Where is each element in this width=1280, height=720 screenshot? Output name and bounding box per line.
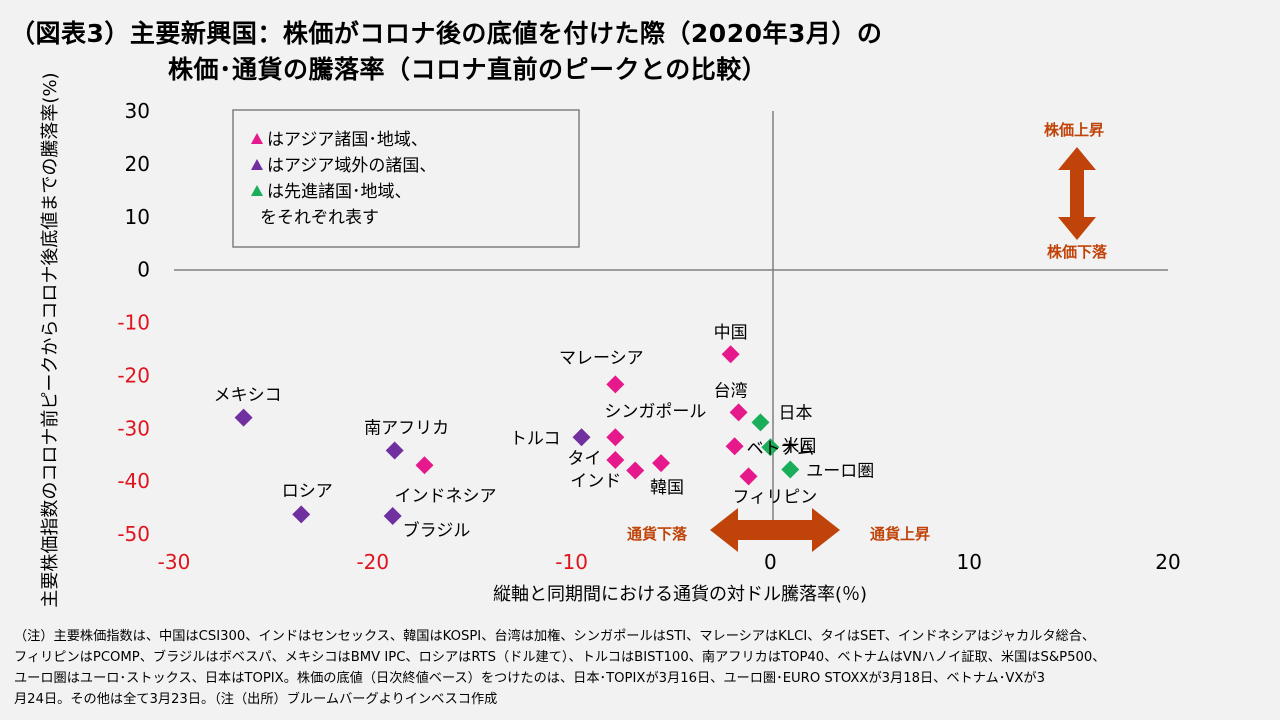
y-tick-label: 20 [125, 152, 150, 176]
legend-last-line: をそれぞれ表す [260, 208, 379, 228]
x-tick-label: 20 [1155, 550, 1180, 574]
legend-item-developed: は先進諸国･地域、 [251, 182, 412, 202]
x-tick-label: 10 [956, 550, 981, 574]
legend-text-non-asia: はアジア域外の諸国、 [267, 156, 436, 176]
y-tick-label: -40 [117, 469, 150, 493]
data-point-label: メキシコ [214, 386, 282, 406]
data-point-marker [415, 456, 434, 475]
data-point-marker [383, 507, 402, 526]
y-tick-label: 30 [125, 99, 150, 123]
data-point-label: 米国 [782, 436, 816, 456]
data-point-marker [626, 461, 645, 480]
stock-up-label: 株価上昇 [1044, 121, 1104, 139]
footnote-line-3: ユーロ圏はユーロ･ストックス、日本はTOPIX。株価の底値（日次終値ベース）をつ… [14, 671, 1045, 686]
legend-marker-non-asia [251, 159, 263, 170]
legend-marker-developed [251, 185, 263, 196]
x-tick-labels: -30 -20 -10 0 10 20 [158, 550, 1181, 574]
stock-arrow-group: 株価上昇 株価下落 [1044, 121, 1108, 261]
chart-title-line2: 株価･通貨の騰落率（コロナ直前のピークとの比較） [168, 55, 768, 84]
data-point-label: インドネシア [394, 486, 496, 506]
x-tick-label: -30 [158, 550, 191, 574]
data-point-label: マレーシア [559, 348, 644, 368]
currency-up-label: 通貨上昇 [870, 525, 930, 543]
data-point-label: ブラジル [403, 520, 471, 541]
data-point-marker [606, 450, 625, 469]
data-points [234, 345, 800, 526]
y-tick-label: -10 [117, 311, 150, 335]
y-tick-label: -20 [117, 363, 150, 387]
data-point-label: シンガポール [604, 402, 706, 422]
y-tick-label: -30 [117, 416, 150, 440]
data-point-marker [606, 428, 625, 447]
data-point-marker [729, 403, 748, 422]
legend-item-asia: はアジア諸国･地域、 [251, 130, 428, 150]
x-axis-title: 縦軸と同期間における通貨の対ドル騰落率(％) [493, 584, 867, 605]
data-point-label: ベトナム [747, 439, 815, 459]
footnote-line-4: 月24日。その他は全て3月23日。（注（出所）ブルームバーグよりインベスコ作成 [14, 692, 498, 707]
currency-arrow-group: 通貨下落 通貨上昇 [627, 508, 930, 552]
data-point-marker [652, 454, 671, 473]
data-point-label: インド [570, 472, 621, 492]
footnote-line-2: フィリピンはPCOMP、ブラジルはボベスパ、メキシコはBMV IPC、ロシアはR… [14, 650, 1106, 665]
y-tick-label: 10 [125, 205, 150, 229]
data-point-marker [606, 375, 625, 394]
data-point-marker [385, 441, 404, 460]
currency-down-label: 通貨下落 [627, 525, 688, 543]
data-point-marker [751, 413, 770, 432]
data-point-marker [292, 505, 311, 524]
data-point-marker [234, 408, 253, 427]
stock-up-down-arrow-icon [1058, 147, 1096, 240]
data-point-label: ロシア [282, 481, 333, 501]
currency-left-right-arrow-icon [710, 508, 840, 552]
data-point-marker [725, 437, 744, 456]
data-point-label: タイ [567, 449, 601, 469]
y-tick-label: 0 [137, 258, 150, 282]
data-point-label: 台湾 [714, 381, 748, 401]
data-point-label: フィリピン [733, 487, 818, 507]
legend-item-non-asia: はアジア域外の諸国、 [251, 156, 436, 176]
data-point-label: 日本 [778, 403, 812, 423]
data-point-marker [761, 438, 780, 457]
x-tick-label: -20 [356, 550, 389, 574]
legend-text-asia: はアジア諸国･地域、 [267, 130, 428, 150]
x-tick-label: -10 [555, 550, 588, 574]
legend-box [232, 109, 580, 248]
footnote: （注）主要株価指数は、中国はCSI300、インドはセンセックス、韓国はKOSPI… [14, 626, 1270, 710]
legend-marker-asia [251, 133, 263, 144]
stock-down-label: 株価下落 [1047, 243, 1108, 261]
scatter-chart: 主要株価指数のコロナ前ピークからコロナ後底値までの騰落率(%) 縦軸と同期間にお… [40, 72, 1181, 607]
data-point-label: ユーロ圏 [806, 461, 874, 481]
data-point-label: 南アフリカ [364, 418, 449, 438]
y-tick-labels: 30 20 10 0 -10 -20 -30 -40 -50 [117, 99, 150, 546]
data-point-marker [781, 460, 800, 479]
y-axis-title: 主要株価指数のコロナ前ピークからコロナ後底値までの騰落率(%) [40, 72, 61, 607]
chart-title-line1: （図表3）主要新興国：株価がコロナ後の底値を付けた際（2020年3月）の [10, 19, 883, 48]
data-point-label: トルコ [510, 429, 561, 449]
data-point-marker [739, 467, 758, 486]
legend-text-developed: は先進諸国･地域、 [267, 182, 412, 202]
y-tick-label: -50 [117, 522, 150, 546]
data-point-label: 中国 [714, 323, 748, 343]
data-point-marker [572, 428, 591, 447]
chart-title: （図表3）主要新興国：株価がコロナ後の底値を付けた際（2020年3月）の 株価･… [10, 16, 882, 88]
footnote-line-1: （注）主要株価指数は、中国はCSI300、インドはセンセックス、韓国はKOSPI… [14, 629, 1096, 644]
data-point-label: 韓国 [650, 478, 684, 498]
x-tick-label: 0 [764, 550, 777, 574]
data-point-marker [721, 345, 740, 364]
